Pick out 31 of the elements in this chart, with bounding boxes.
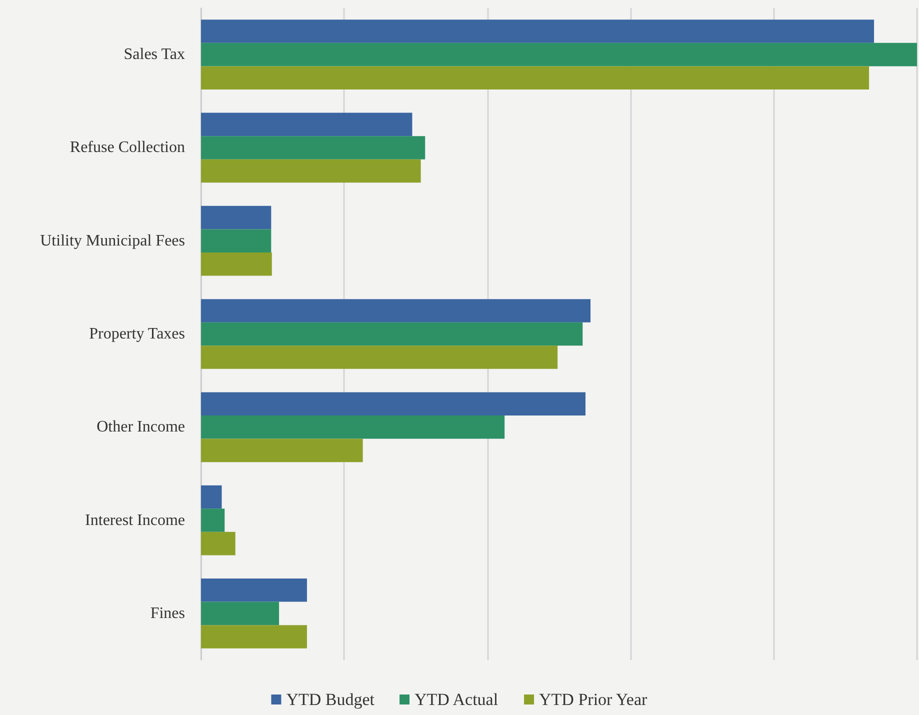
bar: [201, 66, 870, 90]
y-tick-label: Refuse Collection: [70, 139, 185, 156]
y-tick-label: Fines: [150, 604, 185, 622]
bar: [201, 392, 586, 416]
bar: [201, 438, 363, 462]
y-tick-label: Sales Tax: [124, 46, 185, 64]
bar: [201, 42, 917, 66]
bar: [201, 322, 583, 346]
bar: [201, 112, 412, 136]
legend-label: YTD Budget: [286, 690, 375, 709]
bar: [201, 602, 280, 626]
bar: [201, 136, 426, 160]
bar: [201, 229, 272, 252]
bar: [201, 299, 591, 322]
bar: [201, 532, 236, 556]
bar: [201, 485, 222, 509]
y-tick-label: Other Income: [96, 418, 185, 436]
legend-label: YTD Actual: [414, 690, 498, 709]
bar: [201, 20, 874, 43]
bar: [201, 508, 225, 532]
bar: [201, 159, 421, 183]
bar: [201, 206, 272, 230]
bar: [201, 416, 505, 439]
bar: [201, 252, 272, 276]
bar: [201, 578, 307, 602]
legend-label: YTD Prior Year: [539, 690, 648, 709]
y-tick-label: Interest Income: [85, 512, 185, 529]
y-tick-label: Utility Municipal Fees: [40, 232, 185, 250]
y-tick-label: Property Taxes: [89, 326, 185, 342]
bar: [201, 625, 307, 648]
bar: [201, 346, 558, 369]
